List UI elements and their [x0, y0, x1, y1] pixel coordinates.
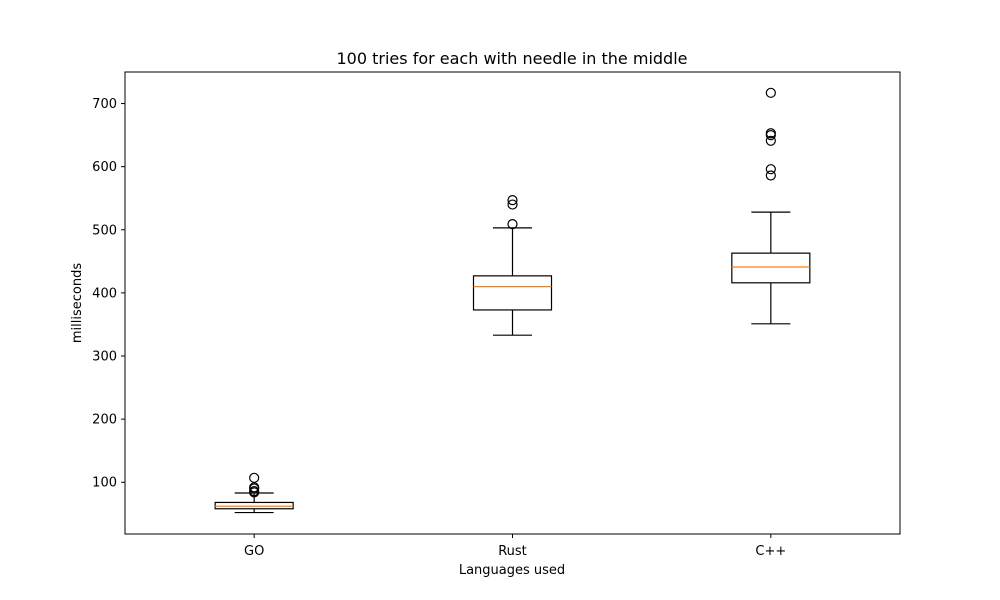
x-axis: GO Rust C++ [244, 534, 786, 559]
outlier-point [507, 195, 518, 206]
outlier-point [507, 219, 518, 230]
y-axis-label: milliseconds [70, 263, 85, 343]
outlier-point [249, 485, 260, 497]
box-iqr [731, 252, 811, 284]
x-axis-label: Languages used [459, 563, 565, 578]
outlier-point [249, 472, 260, 483]
y-tick-label: 400 [92, 286, 117, 301]
y-tick-label: 500 [92, 223, 117, 238]
box-cpp [731, 87, 811, 325]
y-tick-label: 600 [92, 160, 117, 175]
plot-frame [124, 71, 901, 535]
y-axis: 100 200 300 400 500 600 700 [92, 97, 125, 491]
plot-area [214, 87, 811, 514]
x-tick-label: Rust [498, 544, 527, 559]
x-tick-label: C++ [755, 544, 786, 559]
box-iqr [214, 501, 294, 510]
outlier-point [765, 170, 776, 181]
outlier-point [765, 87, 776, 98]
outlier-point [765, 164, 776, 175]
y-tick-label: 100 [92, 476, 117, 491]
outlier-point [765, 128, 776, 139]
y-tick-label: 200 [92, 413, 117, 428]
y-tick-label: 300 [92, 350, 117, 365]
x-tick-label: GO [244, 544, 264, 559]
box-iqr [472, 275, 553, 311]
box-go [214, 472, 294, 514]
outlier-point [765, 135, 776, 146]
box-rust [472, 195, 553, 336]
outlier-point [507, 199, 518, 210]
chart-title: 100 tries for each with needle in the mi… [337, 49, 688, 68]
y-tick-label: 700 [92, 97, 117, 112]
